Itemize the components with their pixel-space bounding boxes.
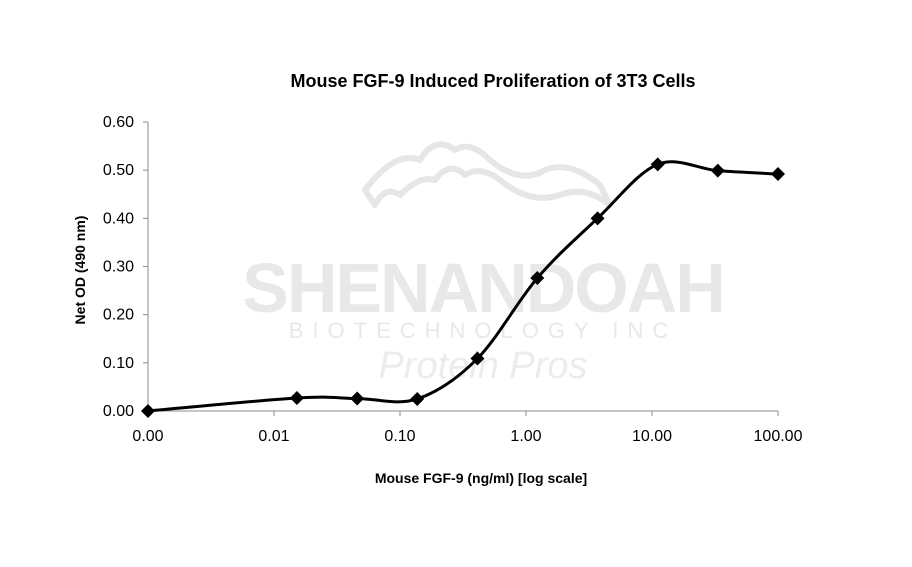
y-tick-label: 0.60: [103, 114, 134, 131]
x-tick-label: 100.00: [754, 428, 803, 445]
x-tick-label: 0.00: [132, 428, 163, 445]
watermark-subtitle: BIOTECHNOLOGY INC: [289, 318, 678, 343]
data-point: [650, 157, 665, 172]
y-axis: 0.00 0.10 0.20 0.30 0.40 0.50 0.60: [103, 114, 149, 420]
data-point: [530, 271, 545, 286]
data-point: [350, 391, 365, 406]
x-tick-label: 1.00: [510, 428, 541, 445]
x-tick-label: 10.00: [632, 428, 672, 445]
y-axis-label: Net OD (490 nm): [72, 216, 88, 325]
watermark-mountain: [362, 141, 613, 208]
x-tick-label: 0.10: [384, 428, 415, 445]
data-point: [710, 163, 725, 178]
data-point: [771, 167, 785, 182]
data-point: [141, 404, 155, 418]
y-tick-label: 0.00: [103, 403, 134, 420]
data-point: [590, 211, 605, 226]
watermark-logo: SHENANDOAH BIOTECHNOLOGY INC Protein Pro…: [242, 141, 726, 387]
x-tick-label: 0.01: [258, 428, 289, 445]
data-point: [470, 351, 485, 366]
data-point: [289, 390, 304, 405]
y-tick-label: 0.50: [103, 162, 134, 179]
y-tick-label: 0.40: [103, 210, 134, 227]
x-axis-label: Mouse FGF-9 (ng/ml) [log scale]: [375, 470, 587, 486]
series-layer: [141, 157, 785, 418]
y-tick-label: 0.10: [103, 355, 134, 372]
watermark-name: SHENANDOAH: [242, 249, 724, 327]
series-line: [147, 160, 779, 413]
chart-title: Mouse FGF-9 Induced Proliferation of 3T3…: [290, 71, 695, 91]
data-point: [410, 391, 425, 406]
y-tick-label: 0.30: [103, 259, 134, 276]
y-tick-label: 0.20: [103, 307, 134, 324]
x-axis: 0.00 0.01 0.10 1.00 10.00 100.00: [132, 410, 803, 445]
